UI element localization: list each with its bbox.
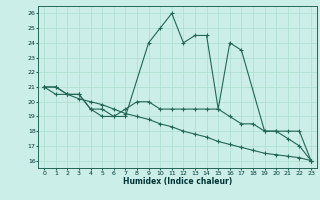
X-axis label: Humidex (Indice chaleur): Humidex (Indice chaleur) xyxy=(123,177,232,186)
